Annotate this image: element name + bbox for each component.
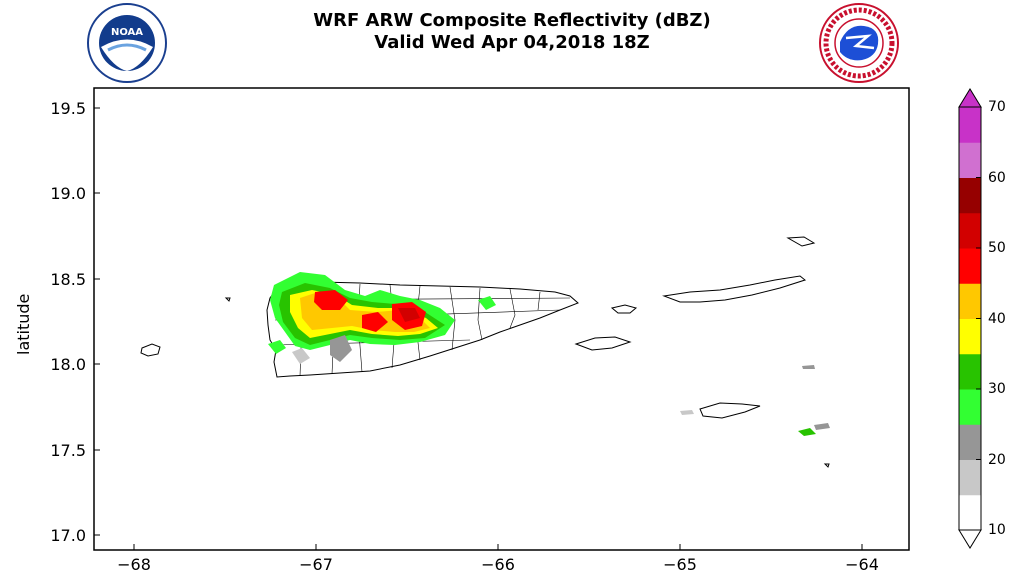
y-tick-label: 19.0 [50, 184, 86, 203]
colorbar-tick-label: 70 [988, 99, 1006, 115]
st-croix-island [699, 402, 761, 419]
y-axis-label: latitude [14, 293, 33, 355]
y-tick-label: 18.0 [50, 355, 86, 374]
colorbar-swatch [959, 459, 981, 496]
colorbar-swatch [959, 177, 981, 214]
y-tick-label: 17.5 [50, 441, 86, 460]
coastlines [140, 236, 830, 468]
colorbar-swatch [959, 142, 981, 178]
colorbar-swatch [959, 494, 981, 531]
virgin-islands-east [662, 275, 807, 303]
colorbar-tick-label: 60 [988, 169, 1006, 186]
y-tick-label: 19.5 [50, 99, 86, 118]
x-tick-label: −64 [845, 555, 879, 574]
noaa-logo: NOAA [87, 3, 167, 83]
reflectivity-echoes [268, 272, 830, 436]
colorbar-swatch [959, 283, 981, 319]
x-tick-label: −65 [663, 555, 697, 574]
echo-green-sw [268, 340, 286, 354]
colorbar-tick-label: 30 [988, 381, 1006, 397]
mona-island [140, 343, 161, 357]
colorbar-min-extend [958, 529, 982, 549]
echo-red-west [314, 290, 348, 310]
y-tick-label: 18.5 [50, 270, 86, 289]
tick-marks [94, 107, 863, 550]
colorbar-tick-label: 50 [988, 240, 1006, 256]
colorbar-swatch [959, 318, 981, 355]
anegada-island [786, 236, 816, 247]
x-tick-label: −66 [481, 555, 515, 574]
colorbar-max-extend [958, 88, 982, 108]
national-weather-service-logo [819, 3, 899, 83]
x-tick-label: −67 [299, 555, 333, 574]
colorbar-tick-label: 10 [988, 522, 1006, 538]
colorbar-swatch [959, 353, 981, 390]
echo-green-stcroix-east [798, 428, 816, 436]
colorbar-swatch [959, 107, 981, 143]
colorbar-tick-label: 20 [988, 451, 1006, 468]
title-line-1: WRF ARW Composite Reflectivity (dBZ) [313, 10, 711, 31]
culebra-island [610, 304, 638, 314]
colorbar [958, 88, 982, 549]
colorbar-swatch [959, 389, 981, 425]
colorbar-swatch [959, 424, 981, 460]
echo-grey-stcroix [814, 423, 830, 430]
small-cay-2 [823, 463, 830, 468]
echo-green-north [478, 296, 496, 310]
small-cay-1 [224, 297, 231, 302]
svg-text:NOAA: NOAA [111, 27, 143, 38]
colorbar-swatch [959, 212, 981, 249]
vieques-island [574, 336, 632, 351]
colorbar-swatch [959, 248, 981, 284]
echo-red-center [362, 312, 388, 332]
x-tick-label: −68 [117, 555, 151, 574]
plot-frame [93, 87, 910, 551]
echo-dark-red [398, 308, 420, 322]
y-tick-label: 17.0 [50, 526, 86, 545]
echo-grey-small [680, 410, 694, 415]
title-line-2: Valid Wed Apr 04,2018 18Z [374, 32, 650, 53]
echo-grey-small-2 [802, 365, 815, 369]
colorbar-tick-label: 40 [988, 310, 1006, 327]
echo-light-grey [292, 348, 310, 364]
echo-grey-south [330, 335, 352, 362]
